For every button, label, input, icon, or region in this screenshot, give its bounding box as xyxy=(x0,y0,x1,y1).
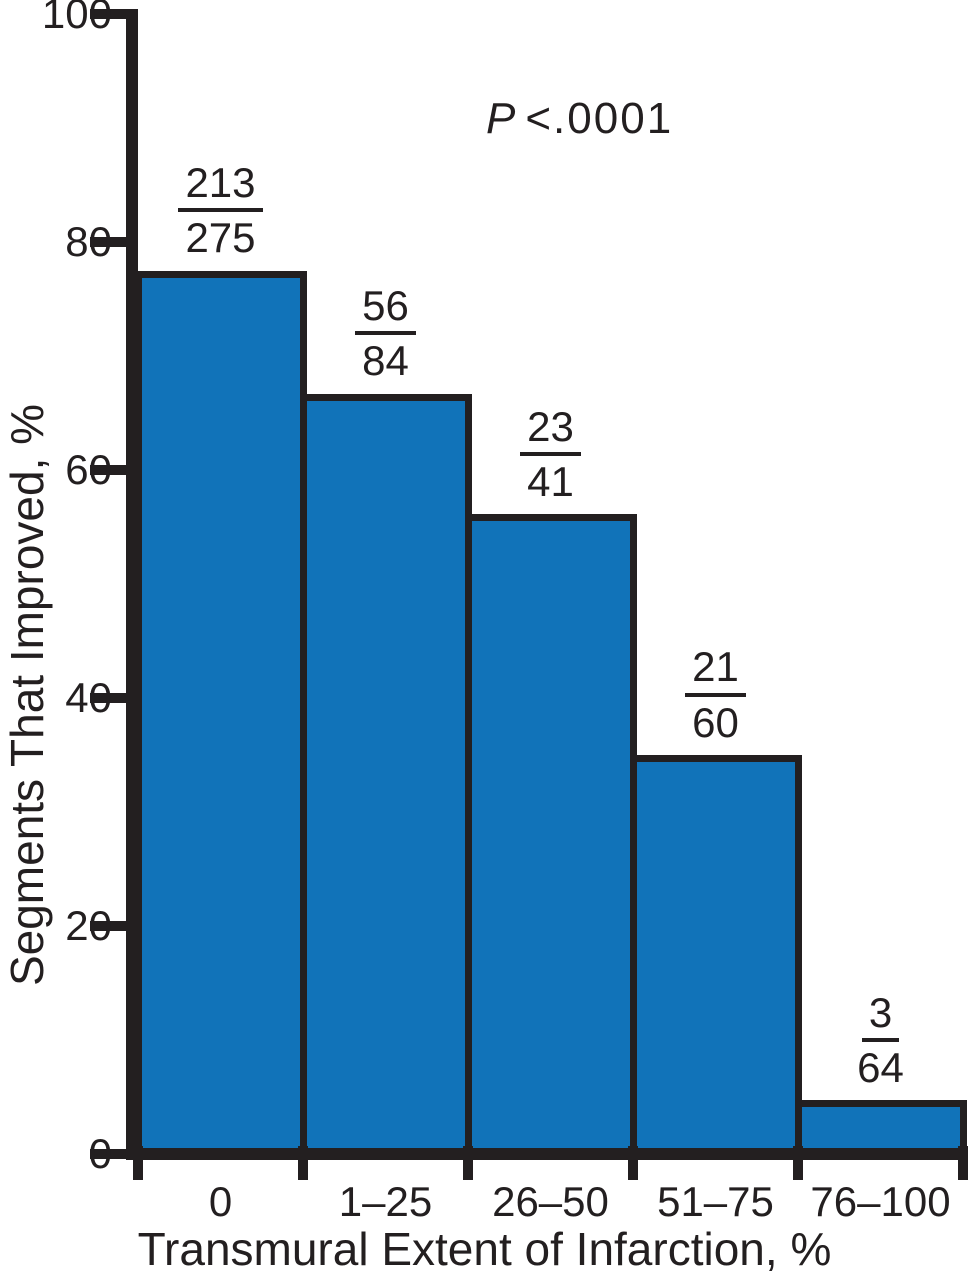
x-tick xyxy=(133,1146,143,1180)
y-axis-line xyxy=(126,9,138,1160)
bar-fraction-label: 56 84 xyxy=(276,283,496,384)
x-tick xyxy=(463,1146,473,1180)
bar xyxy=(134,270,307,1160)
x-tick-label: 1–25 xyxy=(338,1178,433,1225)
y-tick-label: 100 xyxy=(41,0,112,37)
fraction-numerator: 21 xyxy=(685,644,746,697)
p-value-annotation: P <.0001 xyxy=(486,94,673,144)
fraction-denominator: 41 xyxy=(527,458,574,506)
x-tick xyxy=(298,1146,308,1180)
fraction-denominator: 84 xyxy=(362,337,409,385)
x-axis-line xyxy=(126,1148,968,1160)
x-axis-title: Transmural Extent of Infarction, % xyxy=(137,1223,832,1275)
y-tick xyxy=(90,693,126,703)
y-tick xyxy=(90,465,126,475)
x-tick-label: 76–100 xyxy=(810,1178,951,1225)
x-tick xyxy=(628,1146,638,1180)
x-tick-label: 26–50 xyxy=(492,1178,609,1225)
bar-fraction-label: 21 60 xyxy=(606,644,826,745)
bar-fraction-label: 213 275 xyxy=(111,159,331,262)
y-tick xyxy=(90,237,126,247)
bar-fraction-label: 3 64 xyxy=(771,989,969,1092)
y-tick-label: 80 xyxy=(65,218,112,265)
fraction-denominator: 60 xyxy=(692,698,739,746)
fraction-numerator: 56 xyxy=(355,283,416,336)
x-tick xyxy=(793,1146,803,1180)
y-axis-title: Segments That Improved, % xyxy=(1,403,53,987)
x-tick-label: 51–75 xyxy=(657,1178,774,1225)
fraction-numerator: 213 xyxy=(178,159,263,213)
p-symbol: P xyxy=(486,94,516,143)
y-tick-label: 40 xyxy=(65,674,112,721)
y-tick xyxy=(90,1149,126,1159)
fraction-numerator: 3 xyxy=(861,989,900,1043)
y-tick-label: 20 xyxy=(65,902,112,949)
y-tick-label: 60 xyxy=(65,446,112,493)
fraction-denominator: 64 xyxy=(857,1044,904,1092)
fraction-denominator: 275 xyxy=(185,214,256,262)
bar xyxy=(629,755,802,1160)
bar xyxy=(464,514,637,1160)
y-tick xyxy=(90,921,126,931)
p-comparison: <.0001 xyxy=(525,94,674,143)
y-tick-label: 0 xyxy=(88,1130,112,1177)
x-tick xyxy=(958,1146,968,1180)
fraction-numerator: 23 xyxy=(520,403,581,457)
x-tick-label: 0 xyxy=(208,1178,233,1225)
bar xyxy=(299,393,472,1160)
bar-fraction-label: 23 41 xyxy=(441,403,661,506)
y-tick xyxy=(90,9,126,19)
